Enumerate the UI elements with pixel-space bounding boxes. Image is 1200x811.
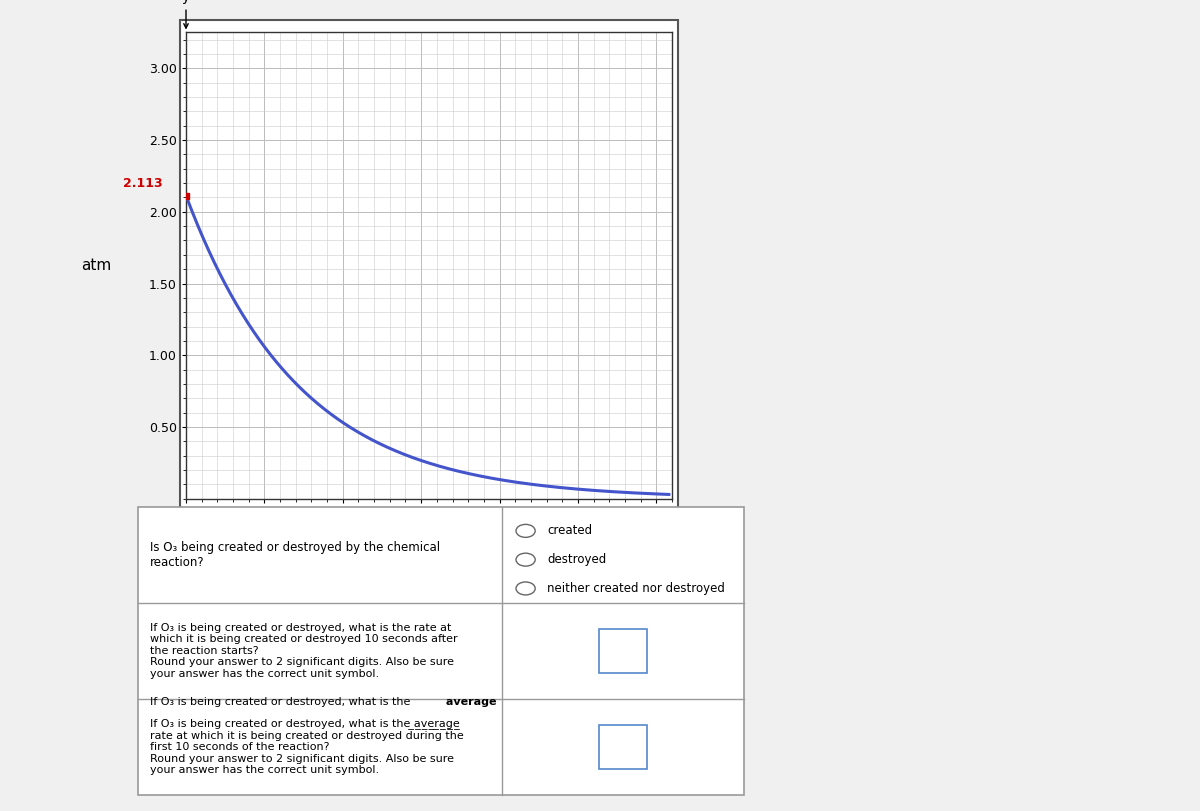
Text: neither created nor destroyed: neither created nor destroyed [547,582,725,595]
Text: created: created [547,525,593,538]
X-axis label: seconds: seconds [397,526,461,542]
Text: destroyed: destroyed [547,553,606,566]
Text: 2.113: 2.113 [122,177,162,190]
Text: Is O₃ being created or destroyed by the chemical
reaction?: Is O₃ being created or destroyed by the … [150,541,440,569]
Text: average: average [442,697,496,707]
Text: If O₃ is being created or destroyed, what is the rate at
which it is being creat: If O₃ is being created or destroyed, wha… [150,623,457,679]
Text: If O₃ is being created or destroyed, what is the ̲a̲v̲e̲r̲a̲g̲e̲
rate at which i: If O₃ is being created or destroyed, wha… [150,719,463,775]
Text: If O₃ is being created or destroyed, what is the: If O₃ is being created or destroyed, wha… [150,697,410,707]
Text: y: y [182,0,190,28]
Text: atm: atm [80,258,112,273]
